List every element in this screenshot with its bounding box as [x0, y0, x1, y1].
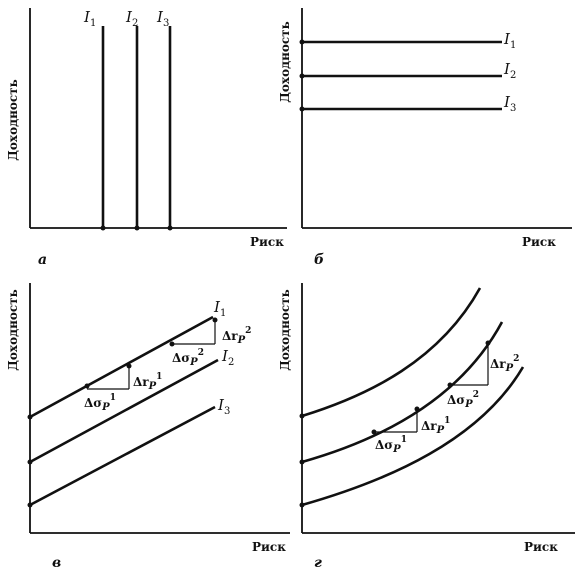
- panel-g: Доходность Риск г ΔσP1 ΔrP1 ΔσP2 ΔrP2: [278, 283, 575, 571]
- x-axis-label: Риск: [252, 540, 286, 554]
- start-point: [84, 383, 90, 389]
- curve-base-point: [299, 502, 305, 508]
- curve-base-point: [299, 106, 305, 112]
- curve-label: I1: [83, 8, 96, 29]
- curve-i1: [29, 315, 214, 419]
- curve-i3: [29, 405, 216, 507]
- curve-base-point: [299, 413, 305, 419]
- curve-label: I3: [156, 8, 169, 29]
- dsigma-label: ΔσP2: [447, 390, 479, 410]
- panel-a: Доходность Риск а I1 I2 I3: [6, 8, 287, 268]
- dr-label: ΔrP2: [490, 354, 519, 374]
- panel-v: Доходность Риск в I1 I2 I3 ΔσP1 ΔrP1 ΔσP…: [6, 283, 290, 571]
- panel-b: Доходность Риск б I1 I2 I3: [278, 8, 572, 268]
- curve-base-point: [27, 414, 33, 420]
- dr-label: ΔrP2: [222, 326, 251, 346]
- y-axis-label: Доходность: [6, 289, 20, 371]
- curve-label: I2: [503, 60, 516, 81]
- dr-label: ΔrP1: [133, 372, 162, 392]
- dr-label: ΔrP1: [421, 416, 450, 436]
- panel-label: б: [314, 252, 324, 268]
- panel-label: г: [314, 555, 322, 571]
- panel-label: в: [52, 555, 61, 571]
- y-axis-label: Доходность: [6, 79, 20, 161]
- delta-triangle-2: ΔσP2 ΔrP2: [447, 340, 519, 410]
- curve-label: I2: [125, 8, 138, 29]
- curve-base-point: [27, 459, 33, 465]
- x-axis-label: Риск: [250, 235, 284, 249]
- indifference-curve-2: [301, 321, 504, 464]
- curve-base-point: [299, 459, 305, 465]
- y-axis-label: Доходность: [278, 21, 292, 103]
- curve-i2: [29, 358, 219, 464]
- curve-label: I1: [213, 298, 226, 319]
- delta-triangle-1: ΔσP1 ΔrP1: [84, 363, 162, 413]
- curve-label: I2: [221, 347, 234, 368]
- dsigma-label: ΔσP2: [172, 348, 204, 368]
- curve-base-point: [299, 73, 305, 79]
- indifference-curve-1: [301, 287, 482, 418]
- curve-label: I3: [503, 93, 516, 114]
- curve-label: I3: [217, 396, 230, 417]
- curve-base-point: [27, 502, 33, 508]
- panel-label: а: [38, 252, 47, 268]
- curve-label: I1: [503, 30, 516, 51]
- delta-triangle-1: ΔσP1 ΔrP1: [371, 406, 450, 455]
- x-axis-label: Риск: [524, 540, 558, 554]
- dsigma-label: ΔσP1: [84, 393, 116, 413]
- indifference-curve-3: [301, 366, 525, 507]
- x-axis-label: Риск: [522, 235, 556, 249]
- dsigma-label: ΔσP1: [375, 435, 407, 455]
- curve-base-point: [299, 39, 305, 45]
- y-axis-label: Доходность: [278, 289, 292, 371]
- curve-base-point: [100, 225, 106, 231]
- curve-base-point: [134, 225, 140, 231]
- delta-triangle-2: ΔσP2 ΔrP2: [169, 317, 251, 368]
- curve-base-point: [167, 225, 173, 231]
